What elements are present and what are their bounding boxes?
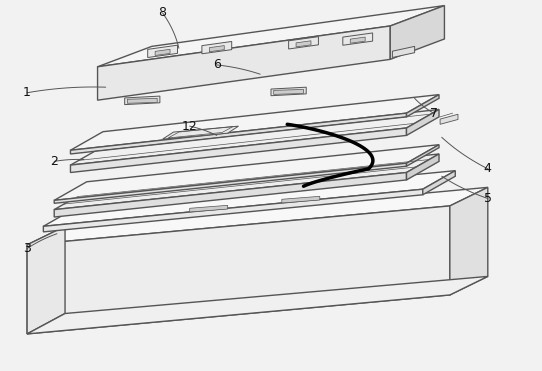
Polygon shape [27,226,65,334]
Polygon shape [406,154,439,180]
Polygon shape [54,154,439,210]
Polygon shape [147,45,177,58]
Polygon shape [406,145,439,166]
Polygon shape [43,171,455,226]
Polygon shape [390,6,444,59]
Polygon shape [127,98,157,103]
Polygon shape [163,126,238,139]
Polygon shape [54,173,406,217]
Polygon shape [271,87,306,96]
Polygon shape [27,187,488,245]
Polygon shape [125,96,160,105]
Polygon shape [450,187,488,295]
Polygon shape [392,46,415,58]
Polygon shape [70,113,406,154]
Text: 3: 3 [23,242,31,255]
Polygon shape [27,206,450,334]
Polygon shape [54,163,406,203]
Polygon shape [155,49,170,56]
Text: 12: 12 [182,119,198,133]
Text: 1: 1 [23,86,31,99]
Polygon shape [209,46,224,52]
Polygon shape [282,196,320,203]
Text: 6: 6 [213,58,221,72]
Polygon shape [202,42,232,54]
Polygon shape [296,41,311,47]
Text: 7: 7 [430,106,437,120]
Polygon shape [54,145,439,200]
Polygon shape [27,276,488,334]
Polygon shape [274,89,304,94]
Polygon shape [70,109,439,165]
Polygon shape [289,37,319,49]
Polygon shape [406,95,439,117]
Polygon shape [43,189,423,232]
Polygon shape [350,37,365,43]
Polygon shape [343,33,373,45]
Polygon shape [423,171,455,195]
Text: 4: 4 [484,162,492,175]
Polygon shape [98,6,444,67]
Text: 8: 8 [159,6,166,20]
Polygon shape [98,26,390,100]
Polygon shape [70,95,439,150]
Text: 2: 2 [50,155,58,168]
Polygon shape [190,205,228,212]
Text: 5: 5 [484,192,492,205]
Polygon shape [440,114,458,124]
Polygon shape [70,128,406,173]
Polygon shape [406,109,439,135]
